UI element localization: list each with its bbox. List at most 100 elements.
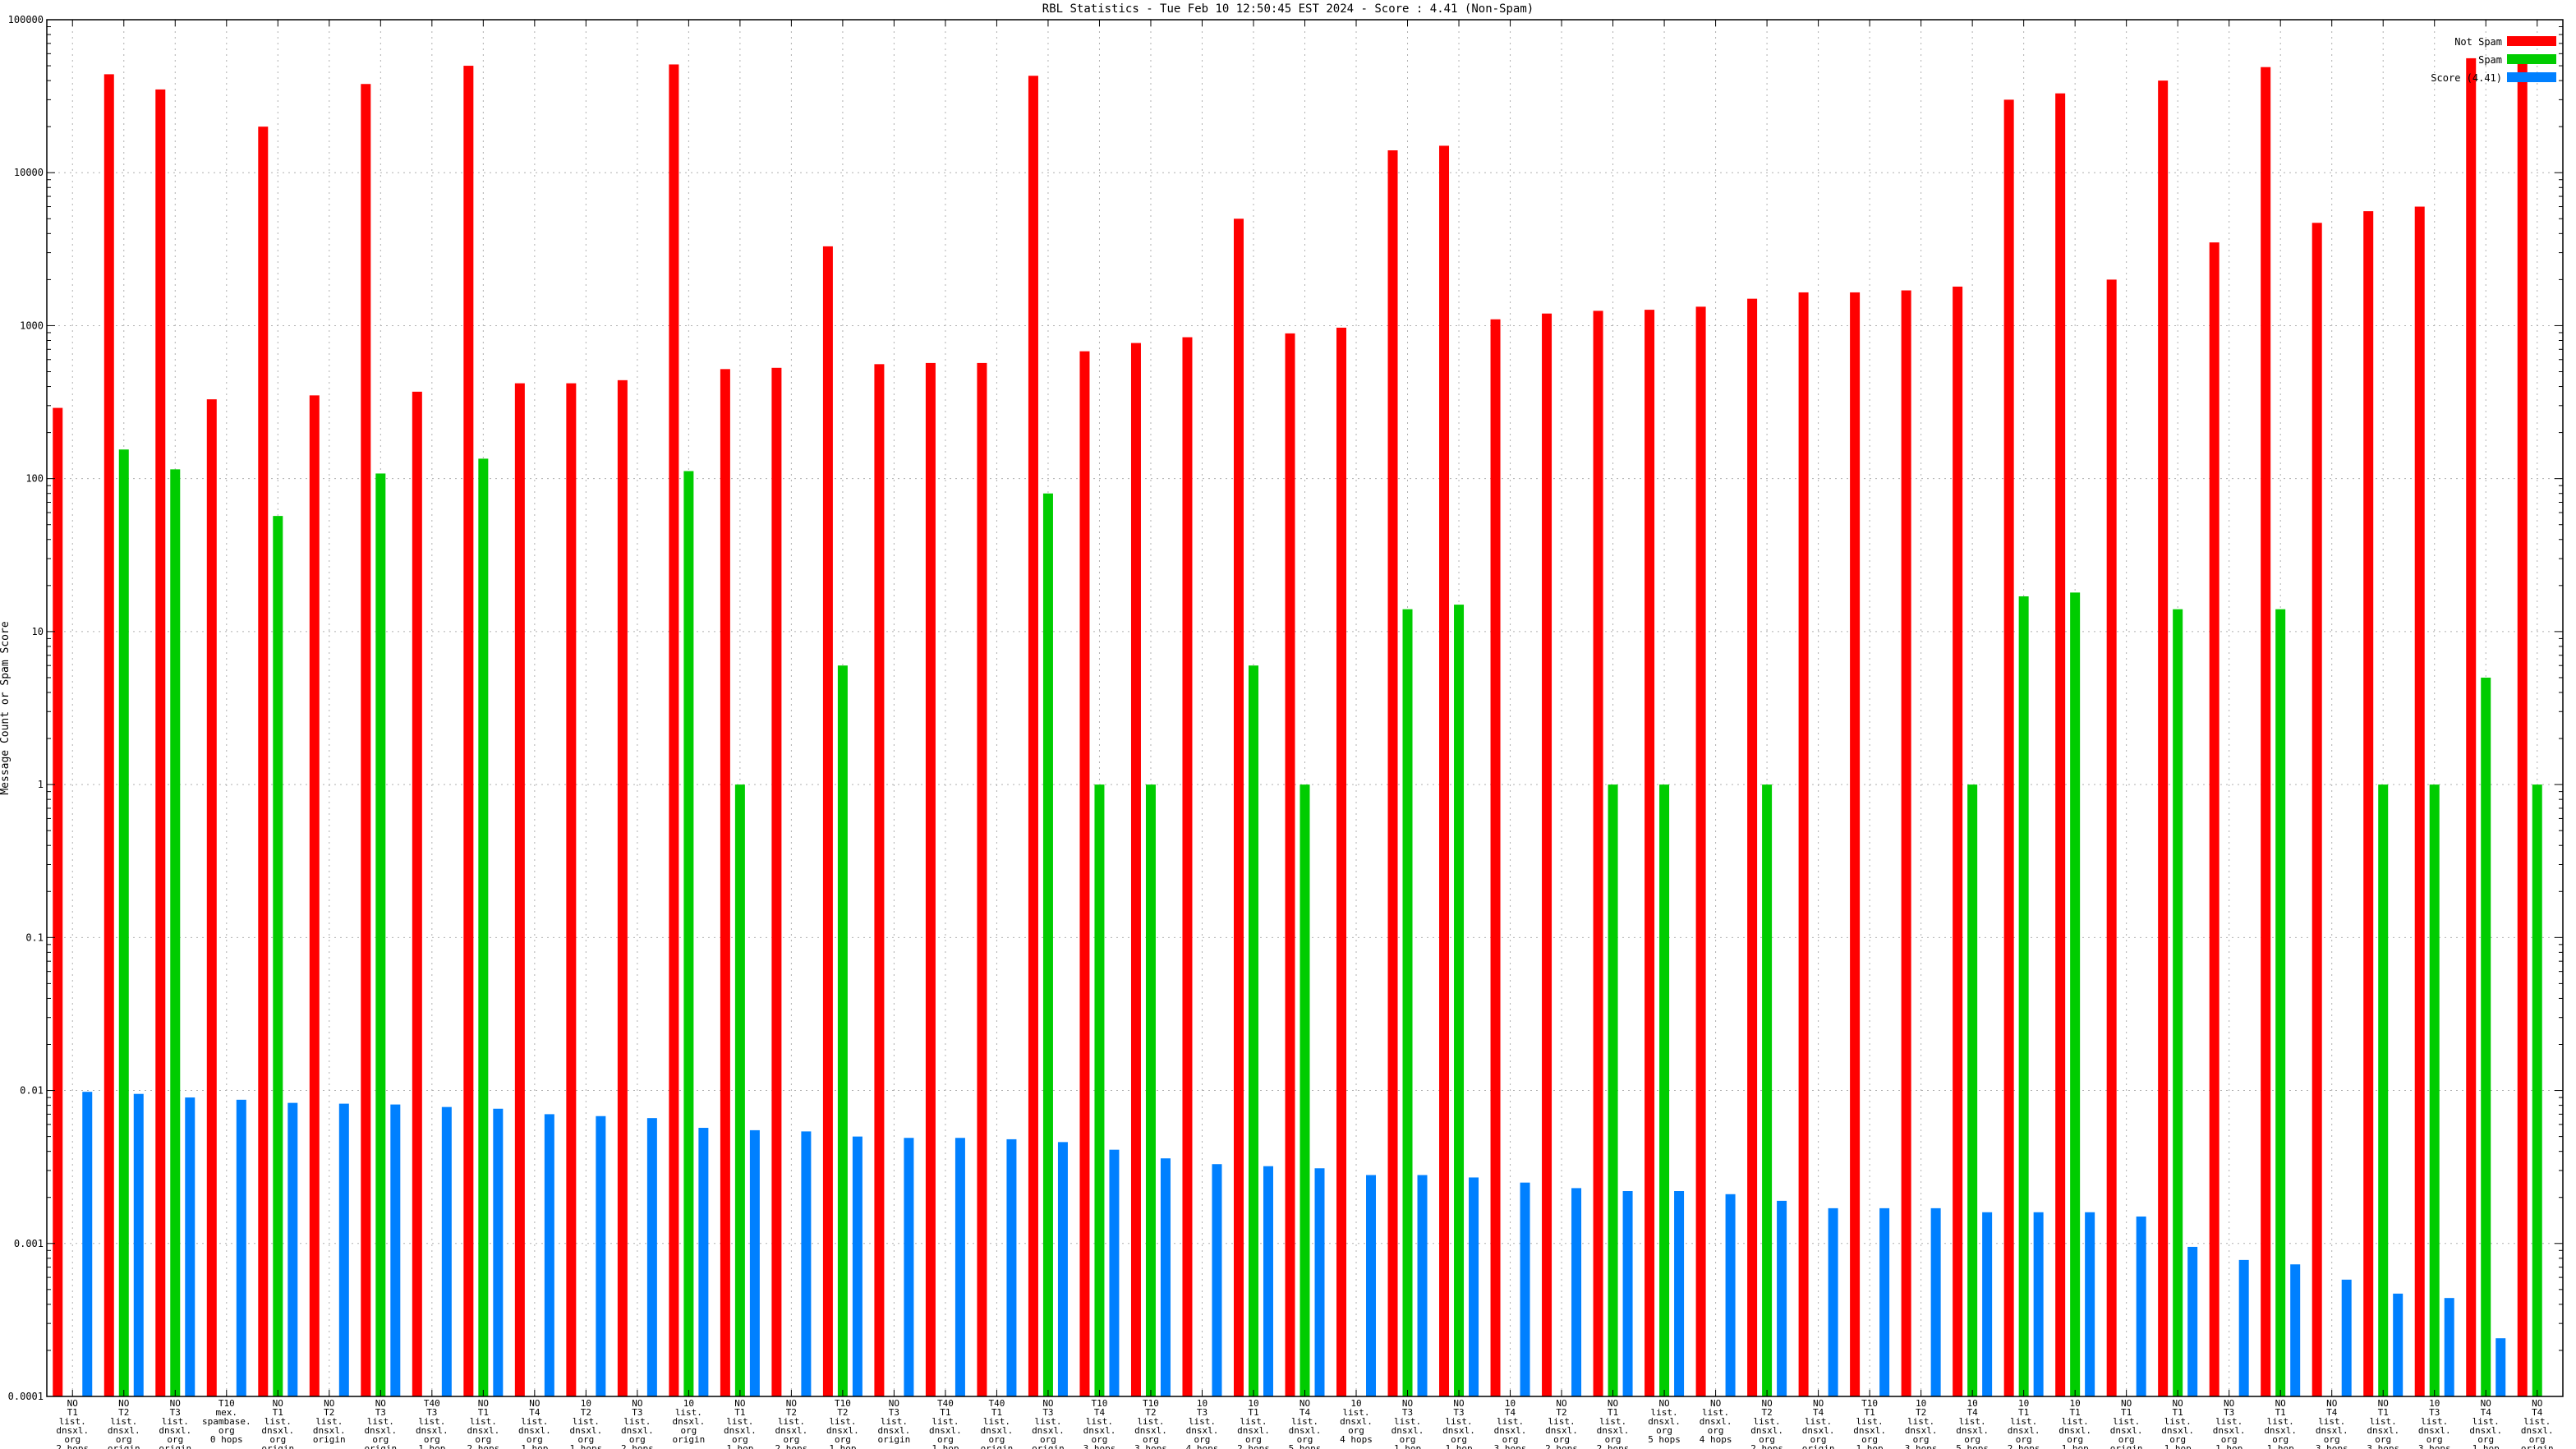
x-tick-label-line: org	[680, 1425, 697, 1436]
bar-score-4-41	[493, 1108, 504, 1396]
x-tick-label-line: org	[1810, 1434, 1827, 1445]
x-tick-label-line: T4	[2532, 1407, 2543, 1418]
x-tick-label-line: dnsxl.	[929, 1425, 962, 1436]
x-tick-label: T40 T1 list. dnsxl. org 1 hop	[929, 1398, 962, 1449]
x-tick-label-line: dnsxl.	[2008, 1425, 2040, 1436]
bar-not-spam	[309, 395, 320, 1396]
x-tick-label-line: origin	[159, 1443, 191, 1449]
bar-spam	[1300, 784, 1310, 1396]
x-tick-label-line: org	[2221, 1434, 2238, 1445]
bar-not-spam	[258, 126, 269, 1397]
bar-score-4-41	[2238, 1259, 2249, 1396]
bar-not-spam	[1285, 333, 1295, 1396]
x-tick-label: NO T1 list. dnsxl. org 1 hop	[2264, 1398, 2297, 1449]
x-tick-label-line: mex.	[216, 1407, 238, 1418]
bar-spam	[2429, 784, 2440, 1396]
x-tick-label-line: T1	[273, 1407, 283, 1418]
x-tick-label-line: org	[1400, 1434, 1416, 1445]
x-tick-label-line: org	[269, 1434, 286, 1445]
x-tick-label: NO T3 list. dnsxl. org origin	[364, 1398, 397, 1449]
x-tick-label-line: list.	[1959, 1416, 1986, 1427]
x-tick-label-line: list.	[1754, 1416, 1781, 1427]
bar-not-spam	[1798, 292, 1809, 1396]
bar-not-spam	[1747, 298, 1758, 1396]
x-tick-label-line: NO	[2121, 1398, 2132, 1409]
bar-score-4-41	[1725, 1194, 1736, 1396]
bar-score-4-41	[544, 1114, 554, 1396]
bar-not-spam	[1644, 310, 1655, 1396]
x-tick-label: T10 mex. spambase. org 0 hops	[202, 1398, 251, 1445]
x-tick-label-line: T1	[2275, 1407, 2286, 1418]
x-tick-label-line: T3	[1402, 1407, 1413, 1418]
x-tick-label-line: list.	[264, 1416, 292, 1427]
x-tick-label-line: list.	[1291, 1416, 1318, 1427]
legend-label: Not Spam	[2454, 36, 2502, 48]
x-tick-label-line: 5 hops	[1648, 1434, 1681, 1445]
x-tick-label-line: T1	[2378, 1407, 2389, 1418]
bar-score-4-41	[1674, 1191, 1685, 1396]
x-tick-label-line: NO	[2326, 1398, 2337, 1409]
x-tick-label-line: NO	[889, 1398, 899, 1409]
x-tick-label-line: list.	[315, 1416, 343, 1427]
bar-score-4-41	[1109, 1149, 1120, 1396]
x-tick-label: NO T3 list. dnsxl. org 1 hop	[1392, 1398, 1424, 1449]
chart-title: RBL Statistics - Tue Feb 10 12:50:45 EST…	[1042, 2, 1534, 16]
bar-score-4-41	[1879, 1208, 1890, 1396]
x-tick-label-line: 10	[1967, 1398, 1978, 1409]
x-tick-label-line: org	[2324, 1434, 2340, 1445]
x-tick-label-line: dnsxl.	[1956, 1425, 1989, 1436]
x-tick-label-line: T1	[2070, 1407, 2081, 1418]
x-tick-label-line: NO	[2378, 1398, 2389, 1409]
x-tick-label-line: dnsxl.	[1392, 1425, 1424, 1436]
x-tick-label-line: dnsxl.	[467, 1425, 499, 1436]
x-tick-label-line: NO	[67, 1398, 78, 1409]
y-tick-label: 0.001	[14, 1238, 44, 1249]
x-tick-label-line: list.	[110, 1416, 137, 1427]
x-tick-label-line: org	[116, 1434, 132, 1445]
bar-not-spam	[2003, 99, 2014, 1397]
x-tick-label-line: list.	[1497, 1416, 1524, 1427]
x-tick-label-line: T4	[2326, 1407, 2338, 1418]
legend-swatch	[2507, 72, 2556, 82]
bar-score-4-41	[904, 1138, 914, 1396]
x-tick-label-line: T4	[1300, 1407, 1311, 1418]
x-tick-label-line: dnsxl.	[1134, 1425, 1167, 1436]
bar-spam	[478, 458, 489, 1396]
x-tick-label-line: T2	[1556, 1407, 1566, 1418]
x-tick-label-line: T3	[1197, 1407, 1208, 1418]
bar-not-spam	[874, 364, 885, 1397]
x-tick-label-line: dnsxl.	[1905, 1425, 1938, 1436]
x-tick-label-line: org	[1759, 1434, 1775, 1445]
bar-not-spam	[1695, 306, 1706, 1397]
x-tick-label-line: list.	[829, 1416, 856, 1427]
x-tick-label-line: 2 hops	[1750, 1443, 1783, 1449]
x-tick-label: NO T2 list. dnsxl. org origin	[108, 1398, 140, 1449]
x-tick-label-line: org	[1964, 1434, 1980, 1445]
x-tick-label-line: T2	[1916, 1407, 1926, 1418]
x-tick-label-line: 1 hop	[829, 1443, 856, 1449]
bar-not-spam	[566, 383, 577, 1397]
bar-score-4-41	[236, 1099, 246, 1396]
x-tick-label-line: dnsxl.	[313, 1425, 346, 1436]
x-tick-label: NO T1 list. dnsxl. org origin	[261, 1398, 294, 1449]
x-tick-label-line: dnsxl.	[1853, 1425, 1886, 1436]
x-tick-label-line: T2	[786, 1407, 797, 1418]
x-tick-label-line: T10	[1143, 1398, 1159, 1409]
bar-not-spam	[206, 399, 217, 1396]
bar-score-4-41	[749, 1129, 760, 1396]
bar-score-4-41	[2341, 1279, 2352, 1396]
x-tick-label-line: dnsxl.	[621, 1425, 654, 1436]
x-tick-label: NO T1 list. dnsxl. org 3 hops	[2367, 1398, 2399, 1449]
x-tick-label-line: T4	[1967, 1407, 1979, 1418]
x-tick-label-line: list.	[675, 1407, 702, 1418]
x-tick-label-line: T10	[1861, 1398, 1878, 1409]
x-tick-label-line: 2 hops	[621, 1443, 654, 1449]
x-tick-label-line: T1	[1248, 1407, 1258, 1418]
bar-score-4-41	[1006, 1138, 1017, 1396]
x-tick-label-line: org	[1194, 1434, 1211, 1445]
x-tick-label: NO T4 list. dnsxl. org 3 hops	[2316, 1398, 2348, 1449]
x-tick-label: 10 T1 list. dnsxl. org 1 hop	[2058, 1398, 2091, 1449]
x-tick-label-line: list.	[2164, 1416, 2192, 1427]
bar-not-spam	[2414, 206, 2425, 1396]
